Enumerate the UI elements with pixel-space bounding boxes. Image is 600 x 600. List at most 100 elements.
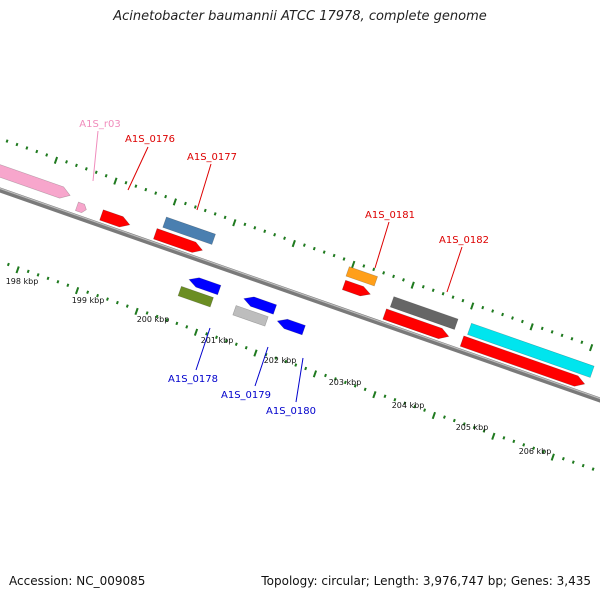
- lower-scale-minor-tick: [403, 401, 407, 405]
- upper-scale-minor-tick: [570, 337, 574, 341]
- upper-scale-minor-tick: [431, 288, 435, 292]
- upper-scale-minor-tick: [104, 174, 108, 178]
- lower-scale-minor-tick: [86, 290, 90, 294]
- kbp-label: 200 kbp: [137, 315, 170, 324]
- gene-label-a1s_r03: A1S_r03: [79, 119, 120, 130]
- lower-scale-minor-tick: [502, 436, 506, 440]
- gene-label-leader-line: [254, 346, 269, 387]
- lower-scale-minor-tick: [571, 460, 575, 464]
- lower-scale-major-tick: [193, 328, 199, 336]
- upper-scale-minor-tick: [392, 274, 396, 279]
- upper-scale-minor-tick: [342, 257, 346, 261]
- upper-scale-minor-tick: [481, 305, 485, 310]
- lower-scale-minor-tick: [96, 293, 100, 298]
- kbp-label: 205 kbp: [456, 423, 489, 432]
- gene-label-leader-line: [127, 146, 149, 191]
- lower-scale-minor-tick: [6, 262, 10, 267]
- upper-scale-minor-tick: [332, 253, 336, 258]
- upper-scale-minor-tick: [441, 291, 445, 296]
- upper-scale-major-tick: [410, 281, 415, 289]
- lower-scale-minor-tick: [165, 318, 169, 322]
- kbp-label: 199 kbp: [72, 296, 105, 305]
- gene-label-a1s_0178: A1S_0178: [168, 374, 218, 385]
- upper-scale-minor-tick: [362, 264, 366, 268]
- upper-scale-minor-tick: [382, 271, 386, 275]
- upper-scale-minor-tick: [322, 250, 326, 254]
- lower-scale-minor-tick: [125, 304, 129, 308]
- lower-scale-minor-tick: [234, 342, 238, 346]
- lower-scale-minor-tick: [264, 352, 268, 357]
- gene-rna-feature: [0, 164, 71, 199]
- gene-label-a1s_0182: A1S_0182: [439, 235, 489, 246]
- genome-backbone: [0, 187, 600, 403]
- gene-label-a1s_0180: A1S_0180: [266, 406, 316, 417]
- lower-scale-minor-tick: [244, 345, 248, 350]
- lower-scale-major-tick: [134, 307, 139, 316]
- lower-scale-minor-tick: [591, 467, 595, 471]
- upper-scale-minor-tick: [84, 167, 88, 171]
- lower-scale-major-tick: [15, 266, 20, 274]
- upper-scale-major-tick: [351, 260, 356, 269]
- lower-scale-minor-tick: [363, 387, 367, 392]
- lower-scale-minor-tick: [413, 404, 417, 409]
- upper-scale-minor-tick: [223, 215, 227, 220]
- upper-scale-major-tick: [589, 343, 594, 352]
- upper-scale-minor-tick: [94, 170, 98, 175]
- lower-scale-minor-tick: [324, 373, 327, 378]
- upper-scale-minor-tick: [540, 326, 544, 331]
- lower-scale-minor-tick: [452, 418, 456, 423]
- gene-cog-orange: [345, 266, 378, 287]
- gene-cog-lightgray: [232, 305, 269, 327]
- kbp-label: 206 kbp: [519, 447, 552, 456]
- gene-label-leader-line: [92, 130, 99, 182]
- lower-scale-minor-tick: [284, 359, 288, 364]
- gene-cog-olive: [177, 285, 214, 308]
- kbp-label: 198 kbp: [6, 277, 39, 286]
- backbone-highlight: [0, 187, 600, 400]
- upper-scale-minor-tick: [213, 212, 217, 216]
- upper-scale-minor-tick: [25, 146, 29, 150]
- gene-cog-gray: [389, 296, 459, 330]
- gene-label-leader-line: [195, 327, 211, 371]
- upper-scale-minor-tick: [372, 267, 376, 272]
- lower-scale-minor-tick: [224, 339, 228, 343]
- genome-summary-text: Topology: circular; Length: 3,976,747 bp…: [261, 574, 591, 588]
- upper-scale-minor-tick: [520, 319, 524, 324]
- gene-label-a1s_0177: A1S_0177: [187, 152, 237, 163]
- upper-scale-major-tick: [53, 156, 59, 164]
- upper-scale-minor-tick: [273, 232, 277, 237]
- upper-scale-minor-tick: [421, 285, 425, 289]
- gene-label-leader-line: [295, 357, 304, 403]
- lower-scale-minor-tick: [423, 408, 427, 412]
- gene-cds-reverse: [276, 318, 306, 336]
- lower-scale-major-tick: [550, 453, 555, 461]
- upper-scale-major-tick: [470, 302, 475, 310]
- upper-scale-minor-tick: [124, 180, 128, 185]
- lower-scale-minor-tick: [532, 446, 536, 451]
- gene-cds-forward: [153, 228, 204, 253]
- upper-scale-minor-tick: [15, 142, 19, 147]
- upper-scale-minor-tick: [134, 184, 138, 188]
- upper-scale-minor-tick: [35, 149, 39, 154]
- lower-scale-minor-tick: [294, 363, 298, 367]
- upper-scale-minor-tick: [45, 153, 49, 157]
- lower-scale-major-tick: [253, 349, 258, 357]
- map-title: Acinetobacter baumannii ATCC 17978, comp…: [113, 9, 487, 24]
- upper-scale-minor-tick: [302, 243, 306, 247]
- lower-scale-major-tick: [431, 411, 436, 420]
- gene-label-leader-line: [446, 246, 463, 293]
- upper-scale-minor-tick: [402, 278, 405, 282]
- lower-scale-minor-tick: [442, 415, 446, 419]
- lower-scale-minor-tick: [462, 422, 466, 426]
- upper-scale-minor-tick: [461, 298, 465, 303]
- upper-scale-minor-tick: [193, 205, 197, 209]
- gene-cog-cyan: [467, 322, 595, 378]
- upper-scale-minor-tick: [312, 246, 316, 251]
- gene-label-a1s_0181: A1S_0181: [365, 210, 415, 221]
- upper-scale-major-tick: [291, 239, 296, 248]
- upper-scale-minor-tick: [184, 201, 187, 206]
- accession-text: Accession: NC_009085: [9, 574, 146, 588]
- upper-scale-minor-tick: [491, 309, 495, 313]
